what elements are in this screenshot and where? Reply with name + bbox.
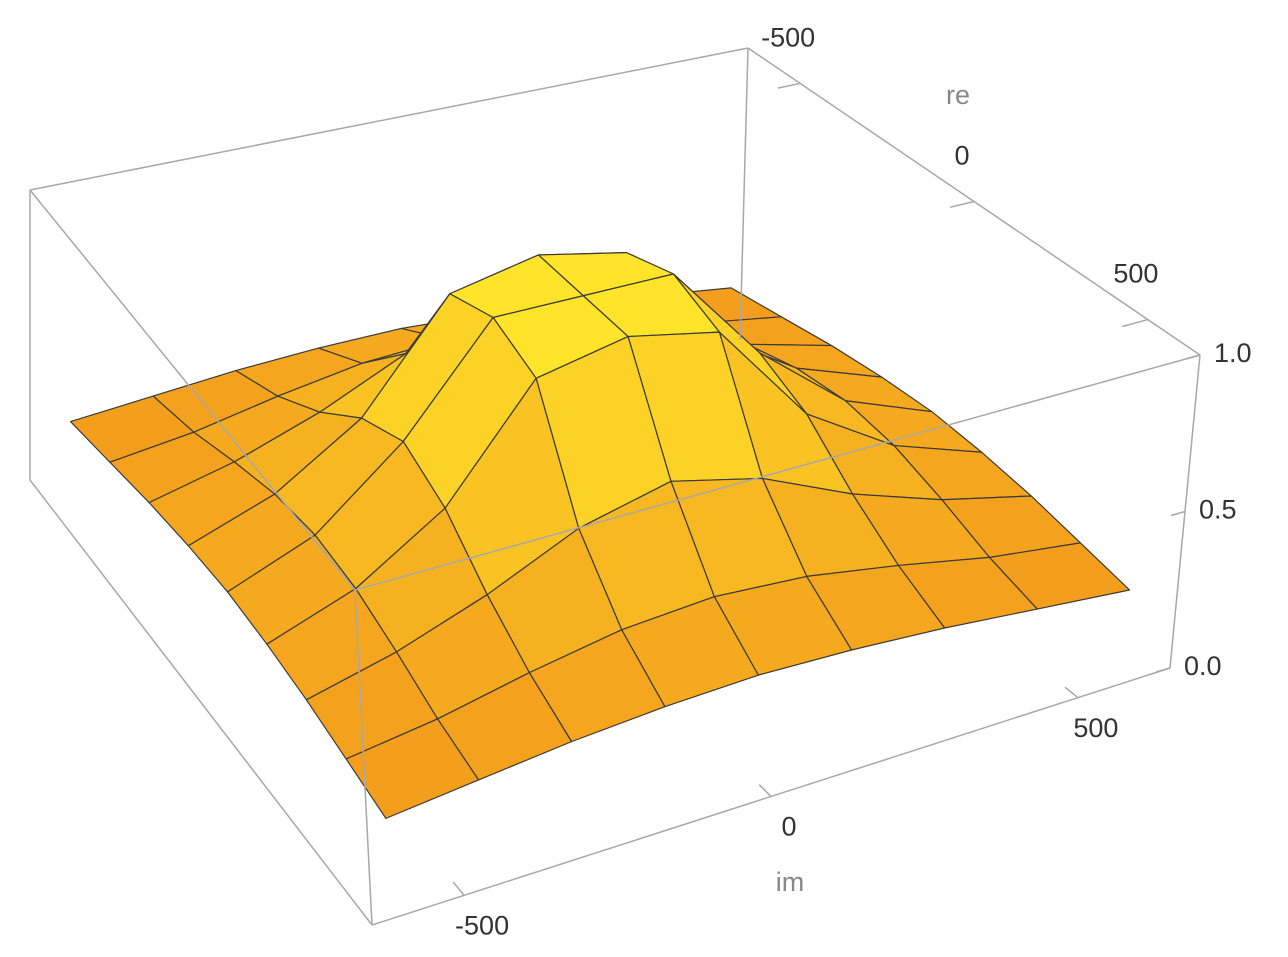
y-tick-label: -500	[761, 23, 815, 53]
z-tick-label: 0.5	[1199, 495, 1237, 525]
y-tick	[1122, 318, 1149, 328]
z-tick	[1185, 354, 1201, 360]
y-tick-label: 0	[954, 141, 969, 171]
x-tick-label: 0	[781, 812, 796, 842]
x-tick	[758, 784, 772, 798]
box-edge	[29, 47, 749, 191]
x-tick-label: -500	[455, 910, 509, 940]
x-tick	[1064, 686, 1079, 699]
box-edge	[29, 189, 356, 591]
z-tick-label: 0.0	[1184, 651, 1222, 681]
box-edge	[29, 479, 373, 926]
box-edge	[739, 47, 749, 341]
x-tick	[452, 881, 465, 896]
x-tick-label: 500	[1073, 713, 1118, 743]
box-edge	[354, 589, 373, 926]
y-tick	[777, 82, 801, 89]
y-tick	[949, 200, 975, 209]
z-tick	[1170, 510, 1186, 517]
z-tick-label: 1.0	[1214, 338, 1252, 368]
box-edge	[354, 354, 1201, 591]
surface-patch	[345, 718, 480, 819]
y-axis-label: re	[946, 80, 970, 110]
x-axis-label: im	[776, 867, 805, 897]
y-tick-label: 500	[1113, 259, 1158, 289]
z-tick	[1155, 667, 1171, 673]
